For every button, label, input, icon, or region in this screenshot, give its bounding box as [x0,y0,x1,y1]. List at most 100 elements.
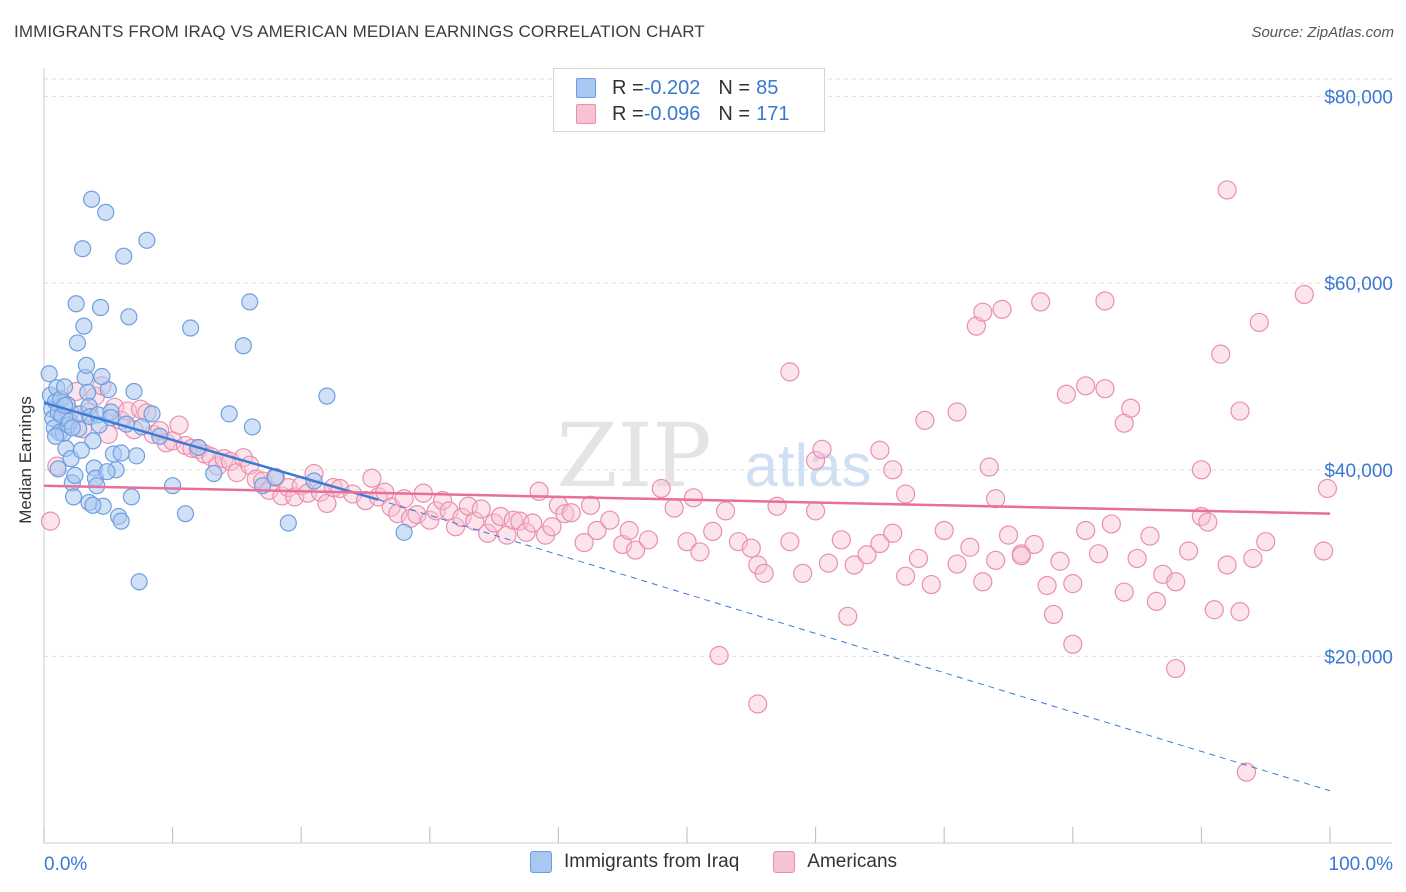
point-americans [780,362,800,382]
legend-row-americans: R = -0.096 N = 171 [576,102,789,126]
point-americans [664,498,684,518]
point-iraq [205,464,223,483]
point-americans [960,537,980,557]
point-americans [1076,376,1096,396]
point-americans [838,606,858,626]
point-americans [812,439,832,459]
point-americans [580,495,601,515]
point-iraq [49,460,67,478]
point-americans [966,316,986,336]
point-americans [921,574,941,595]
point-iraq [40,365,58,383]
r-label: R = [612,76,644,99]
point-iraq [63,419,81,437]
correlation-legend: R = -0.202 N = 85 R = -0.096 N = 171 [553,68,825,132]
r-value: -0.202 [643,76,701,99]
y-tick-label: $60,000 [1324,274,1393,295]
point-americans [1243,548,1263,569]
point-iraq [220,405,238,423]
point-americans [452,507,472,528]
point-americans [1043,604,1064,625]
trend-lines [43,401,1331,792]
point-americans [619,520,639,541]
chart-title: IMMIGRANTS FROM IRAQ VS AMERICAN MEDIAN … [14,22,705,41]
point-americans [651,478,671,499]
point-americans [1101,514,1121,534]
point-americans [992,299,1012,319]
point-americans [870,533,890,554]
point-iraq [77,356,96,374]
point-americans [1037,575,1057,596]
point-americans [998,525,1019,545]
x-tick-label: 0.0% [44,854,87,875]
point-iraq [243,418,261,436]
point-americans [844,555,864,575]
point-americans [1024,534,1044,555]
point-americans [362,468,382,488]
point-americans [1249,312,1269,333]
point-americans [896,484,916,504]
point-iraq [176,505,195,523]
point-iraq [66,466,84,485]
point-iraq [82,190,101,208]
point-americans [561,503,581,523]
point-americans [490,506,511,527]
point-americans [1236,762,1257,782]
legend-item-iraq: Immigrants from Iraq [530,851,739,873]
point-americans [986,550,1006,570]
point-americans [169,415,189,435]
point-americans [1256,532,1276,552]
point-americans [1204,600,1224,620]
point-americans [542,517,562,537]
point-americans [1088,544,1109,564]
point-iraq [182,319,200,337]
point-americans [587,520,607,541]
point-americans [1121,398,1141,418]
n-value: 171 [756,102,790,125]
point-americans [677,532,697,552]
point-americans [516,522,536,542]
r-label: R = [612,102,644,125]
axes [43,68,1392,844]
point-iraq [55,378,74,396]
point-americans [934,520,954,541]
point-americans [690,542,710,562]
point-americans [1166,658,1186,679]
point-americans [683,488,704,508]
point-americans [1146,591,1166,611]
point-americans [973,572,993,592]
point-americans [1198,512,1218,532]
legend-swatch-iraq [576,78,596,98]
point-americans [1217,555,1237,575]
point-americans [1211,344,1231,364]
point-iraq [127,447,146,465]
watermark-zip: ZIP [556,404,711,507]
y-tick-label: $20,000 [1324,647,1393,668]
point-americans [831,530,851,550]
x-tick-label: 100.0% [1329,854,1394,875]
n-label: N = [718,102,751,125]
point-americans [1178,541,1199,561]
point-americans [1056,384,1076,404]
point-americans [638,530,659,550]
point-americans [741,538,761,558]
grid [44,78,1392,657]
point-americans [600,510,620,530]
source-label: Source: ZipAtlas.com [1251,24,1394,41]
point-americans [1095,379,1115,399]
point-americans [1317,478,1338,499]
point-iraq [279,514,297,532]
point-americans [1217,180,1237,200]
legend-swatch-americans [576,104,596,124]
point-americans [471,499,491,519]
point-iraq [130,573,148,591]
point-iraq [143,405,161,423]
point-iraq [91,298,110,317]
point-americans [1230,602,1250,622]
point-americans [979,457,999,477]
r-value: -0.096 [643,102,701,125]
point-americans [793,563,813,583]
point-iraq [115,247,133,265]
point-americans [503,510,523,530]
